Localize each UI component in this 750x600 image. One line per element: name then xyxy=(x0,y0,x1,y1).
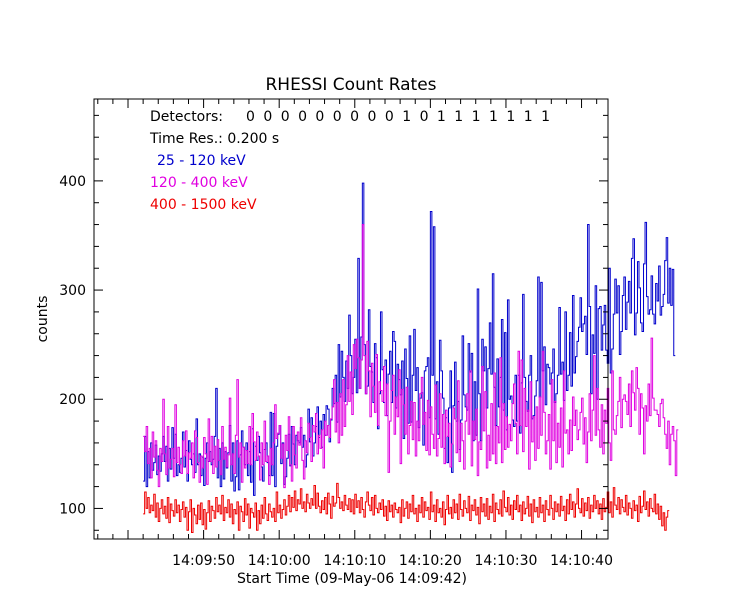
legend-entry-mid: 120 - 400 keV xyxy=(150,175,248,191)
detectors-label: Detectors: xyxy=(150,109,223,125)
legend-entry-high: 400 - 1500 keV xyxy=(150,197,257,213)
series-line-2 xyxy=(143,482,670,533)
legend: Detectors: 0 0 0 0 0 0 0 0 0 1 0 1 1 1 1… xyxy=(149,109,552,213)
y-tick-label: 200 xyxy=(59,392,86,408)
series-line-0 xyxy=(143,182,676,496)
x-tick-label: 14:10:10 xyxy=(323,553,386,569)
ticks-layer: 100 200 300 400 14:09:50 14:10:00 14:10:10 14:1… xyxy=(59,99,613,569)
y-tick-label: 100 xyxy=(59,501,86,517)
y-tick-label: 300 xyxy=(59,283,86,299)
plot-frame xyxy=(93,98,609,540)
x-axis-label: Start Time (09-May-06 14:09:42) xyxy=(237,571,467,587)
y-tick-label: 400 xyxy=(59,174,86,190)
x-tick-label: 14:10:40 xyxy=(550,553,613,569)
legend-entry-low: 25 - 120 keV xyxy=(157,153,246,169)
series-layer xyxy=(143,182,679,533)
x-tick-label: 14:10:20 xyxy=(399,553,462,569)
x-tick-label: 14:10:00 xyxy=(248,553,311,569)
chart-title: RHESSI Count Rates xyxy=(265,75,436,95)
x-tick-label: 14:09:50 xyxy=(172,553,235,569)
detectors-values: 0 0 0 0 0 0 0 0 0 1 0 1 1 1 1 1 1 1 xyxy=(246,109,552,125)
time-resolution: Time Res.: 0.200 s xyxy=(149,131,279,147)
y-axis-label: counts xyxy=(35,296,51,343)
x-tick-label: 14:10:30 xyxy=(475,553,538,569)
series-line-1 xyxy=(143,224,679,489)
